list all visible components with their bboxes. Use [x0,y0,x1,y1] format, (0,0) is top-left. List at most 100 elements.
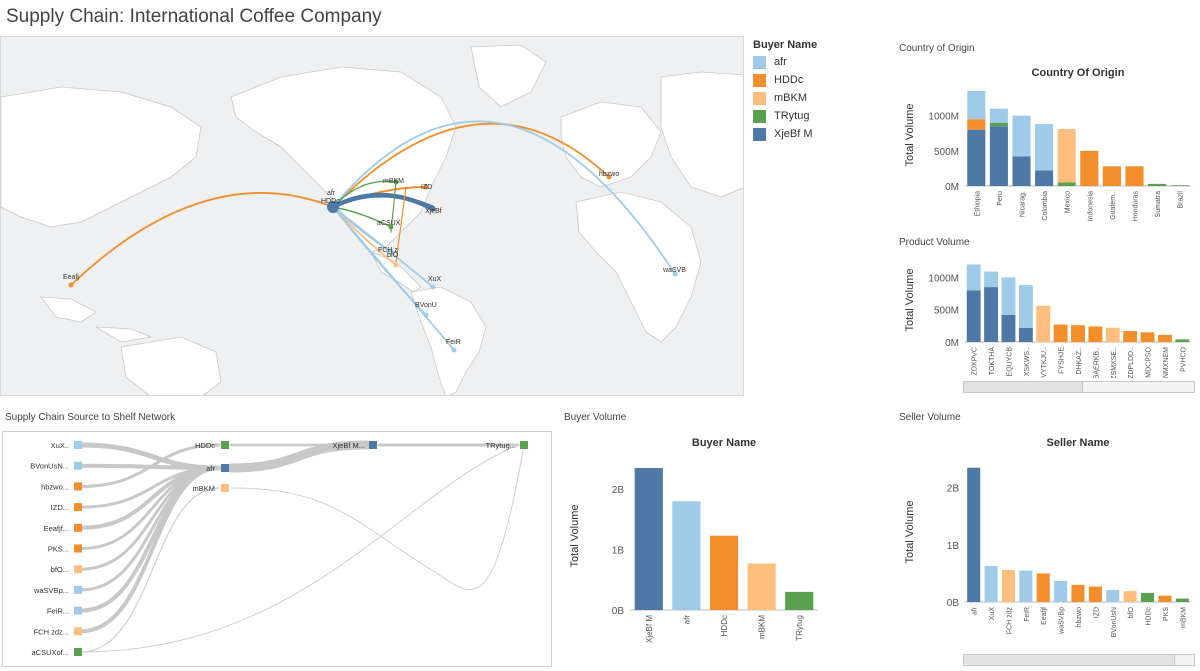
map-canvas[interactable]: afr HDDc mBKM IZD XjeBf aCSUX FCH z bfO … [1,37,744,396]
buyer-node[interactable] [221,484,229,492]
bar-segment[interactable] [1105,327,1120,342]
chart-title: Country Of Origin [1032,67,1125,79]
bar-segment[interactable] [1148,183,1167,186]
x-tick-label: afr [972,606,979,615]
source-node[interactable] [74,441,82,449]
seller-node-label: TRytug... [486,441,516,450]
svg-text:IZD: IZD [421,184,432,191]
bar-segment[interactable] [1012,156,1031,186]
bar-segment[interactable] [1035,124,1054,171]
bar-segment[interactable] [984,287,999,342]
source-node[interactable] [74,648,82,656]
x-tick-label: FYSHJE [1059,347,1066,374]
svg-text:FeiR: FeiR [446,339,461,346]
legend-item[interactable]: HDDc [753,71,863,89]
bar-segment[interactable] [1088,326,1103,342]
buyer-chart[interactable]: Buyer Name Total Volume 0B 1B 2B XjeBf M afr HD… [564,430,824,666]
bar-segment[interactable] [1175,339,1190,342]
product-scrollbar[interactable] [963,381,1195,393]
bar-segment[interactable] [967,119,986,130]
bar[interactable] [984,566,998,602]
bar[interactable] [747,563,776,610]
origin-section-title: Country of Origin [899,43,975,54]
product-scroll-thumb[interactable] [964,382,1083,392]
map-landmasses [1,44,743,395]
bar-segment[interactable] [1053,324,1068,342]
buyer-node[interactable] [221,441,229,449]
bar-segment[interactable] [1140,332,1155,342]
bar-segment[interactable] [1018,327,1033,342]
source-node[interactable] [74,523,82,532]
y-tick-label: 0M [945,182,959,193]
seller-node[interactable] [520,441,528,449]
svg-text:bfO: bfO [387,252,399,259]
seller-scrollbar[interactable] [963,654,1195,666]
legend-item[interactable]: TRytug [753,107,863,125]
bar-segment[interactable] [1071,325,1085,342]
bar[interactable] [1088,586,1102,602]
bar[interactable] [1141,592,1155,602]
seller-chart[interactable]: Seller Name Total Volume 0B 1B 2B afr XuX FCH z… [899,430,1195,652]
network-link [79,466,221,634]
buyer-node[interactable] [221,464,229,472]
bar-segment[interactable] [966,290,981,342]
bar[interactable] [1175,598,1189,602]
source-node[interactable] [74,503,82,512]
bar[interactable] [1106,590,1120,602]
bar[interactable] [1054,580,1068,602]
bar-segment[interactable] [989,108,1008,123]
source-node[interactable] [74,606,82,615]
source-node[interactable] [74,627,82,636]
bar-segment[interactable] [1057,129,1076,183]
bar-segment[interactable] [966,264,981,291]
bar-segment[interactable] [1057,182,1076,186]
network-panel[interactable]: XuX.. BVonUsN... hbzwo... IZD... Eeafjf... PK… [2,431,552,667]
bar-segment[interactable] [1123,331,1138,342]
seller-node[interactable] [369,441,377,449]
map-points[interactable] [68,174,678,353]
bar-segment[interactable] [1102,166,1121,186]
source-node[interactable] [74,461,82,470]
bar-segment[interactable] [1157,334,1172,342]
legend-item[interactable]: afr [753,53,863,71]
source-node[interactable] [74,585,82,594]
bar-segment[interactable] [984,271,999,288]
source-node[interactable] [74,565,82,574]
bar-segment[interactable] [989,126,1008,186]
bar[interactable] [785,591,814,610]
bar[interactable] [967,467,981,602]
bar-segment[interactable] [1012,115,1031,157]
bar[interactable] [709,535,739,610]
legend-swatch [753,55,766,69]
source-node[interactable] [74,544,82,553]
bar[interactable] [1019,570,1033,602]
bar-segment[interactable] [1001,277,1016,315]
product-chart[interactable]: Total Volume 0M 500M 1000M ZDXPVC TOKTHA EQUYC… [899,252,1195,380]
x-tick-label: waSVBp [1059,607,1066,635]
supply-chain-map[interactable]: afr HDDc mBKM IZD XjeBf aCSUX FCH z bfO … [0,36,744,396]
bar[interactable] [672,501,701,610]
network-link [230,444,525,591]
legend-item[interactable]: mBKM [753,89,863,107]
bar[interactable] [634,468,663,610]
svg-text:hbzwo: hbzwo [599,171,619,178]
bar-segment[interactable] [1125,166,1144,186]
bar-segment[interactable] [1035,170,1054,186]
bar-segment[interactable] [1080,150,1099,186]
source-node[interactable] [74,482,82,491]
origin-chart[interactable]: Country Of Origin Total Volume 0M 500M 1000M… [899,60,1195,230]
bar[interactable] [1158,595,1172,602]
bar[interactable] [1036,573,1050,602]
bar[interactable] [1071,584,1085,602]
bar-segment[interactable] [967,129,986,186]
bar-segment[interactable] [989,122,1008,127]
bar-segment[interactable] [967,91,986,120]
legend-item[interactable]: XjeBf M [753,125,863,143]
bar[interactable] [1001,570,1015,602]
bar-segment[interactable] [1036,305,1051,342]
seller-scroll-thumb[interactable] [964,655,1175,665]
bar-segment[interactable] [1001,314,1016,342]
bar[interactable] [1123,591,1137,602]
bar-segment[interactable] [1170,185,1189,186]
bar-segment[interactable] [1018,285,1033,328]
